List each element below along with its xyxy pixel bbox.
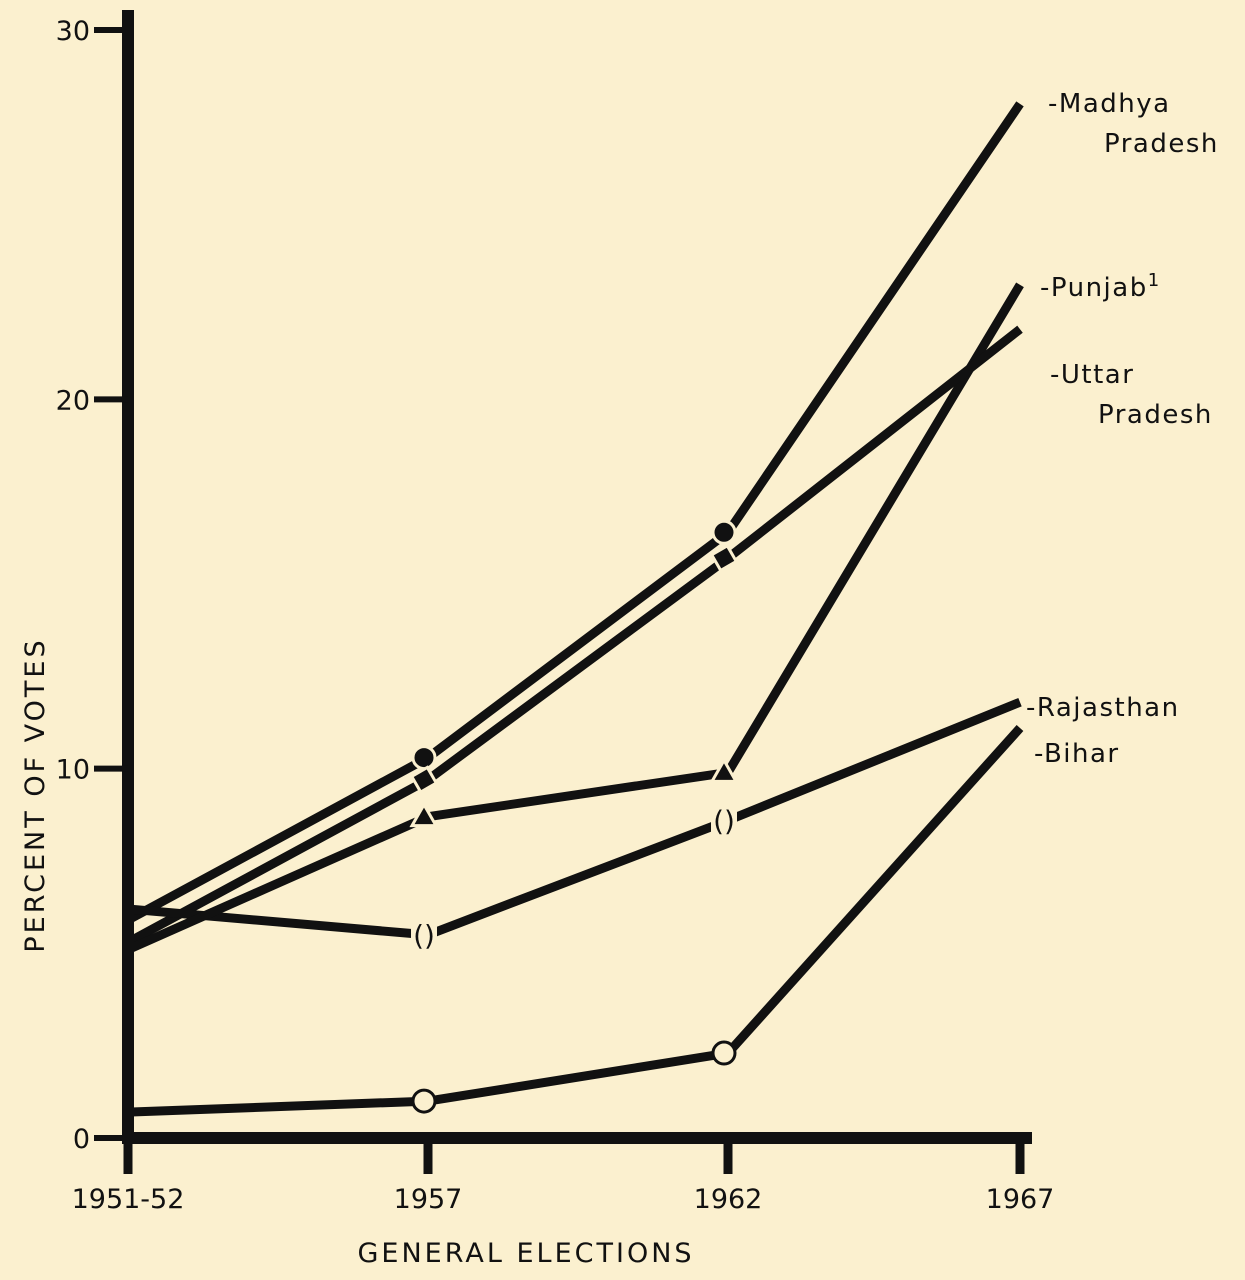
series-line-uttar-pradesh — [125, 325, 1023, 947]
marker-punjab-1962 — [709, 757, 739, 783]
marker-rajasthan-1957 — [411, 919, 437, 950]
marker-uttar-pradesh-1957 — [409, 765, 439, 795]
y-tick-label: 20 — [56, 385, 90, 416]
marker-uttar-pradesh-1962 — [709, 543, 739, 573]
series-lines — [125, 101, 1024, 1117]
series-label-uttar-pradesh-line2: Pradesh — [1098, 400, 1213, 430]
marker-bihar-1962 — [711, 1040, 737, 1066]
series-label-rajasthan: -Rajasthan — [1026, 693, 1180, 723]
x-tick-label: 1951-52 — [72, 1184, 185, 1215]
marker-madhya-pradesh-1962 — [711, 519, 737, 545]
marker-parens-glyph: () — [713, 804, 735, 837]
axes — [94, 10, 1032, 1174]
series-label-bihar: -Bihar — [1034, 739, 1120, 769]
series-label-uttar-pradesh: -Uttar — [1050, 360, 1134, 390]
marker-punjab-1957 — [409, 801, 439, 828]
series-labels: -Madhya Pradesh -Punjab1 -Uttar Pradesh -Raja… — [1026, 89, 1219, 769]
series-label-madhya-pradesh-line2: Pradesh — [1104, 129, 1219, 159]
series-line-unlabeled-5 — [126, 812, 430, 954]
x-tick-label: 1957 — [394, 1184, 463, 1215]
x-tick-label: 1962 — [694, 1184, 763, 1215]
series-line-rajasthan — [127, 698, 1022, 940]
series-line-bihar — [127, 724, 1024, 1117]
y-tick-label: 0 — [73, 1124, 90, 1155]
series-line-madhya-pradesh — [125, 101, 1024, 925]
x-tick-label: 1967 — [986, 1184, 1055, 1215]
y-axis-title: PERCENT OF VOTES — [20, 637, 51, 952]
y-tick-label: 30 — [56, 16, 90, 47]
y-tick-label: 10 — [56, 755, 90, 786]
tick-labels: 0 10 20 30 1951-52 1957 1962 1967 — [56, 16, 1055, 1215]
marker-rajasthan-1962 — [711, 805, 737, 836]
series-markers: () () — [409, 519, 739, 1114]
x-axis-title: GENERAL ELECTIONS — [357, 1238, 694, 1269]
marker-madhya-pradesh-1957 — [411, 745, 437, 771]
marker-bihar-1957 — [411, 1088, 437, 1114]
series-label-punjab: -Punjab1 — [1040, 270, 1161, 303]
marker-parens-glyph: () — [413, 919, 435, 952]
series-label-madhya-pradesh: -Madhya — [1048, 89, 1171, 119]
